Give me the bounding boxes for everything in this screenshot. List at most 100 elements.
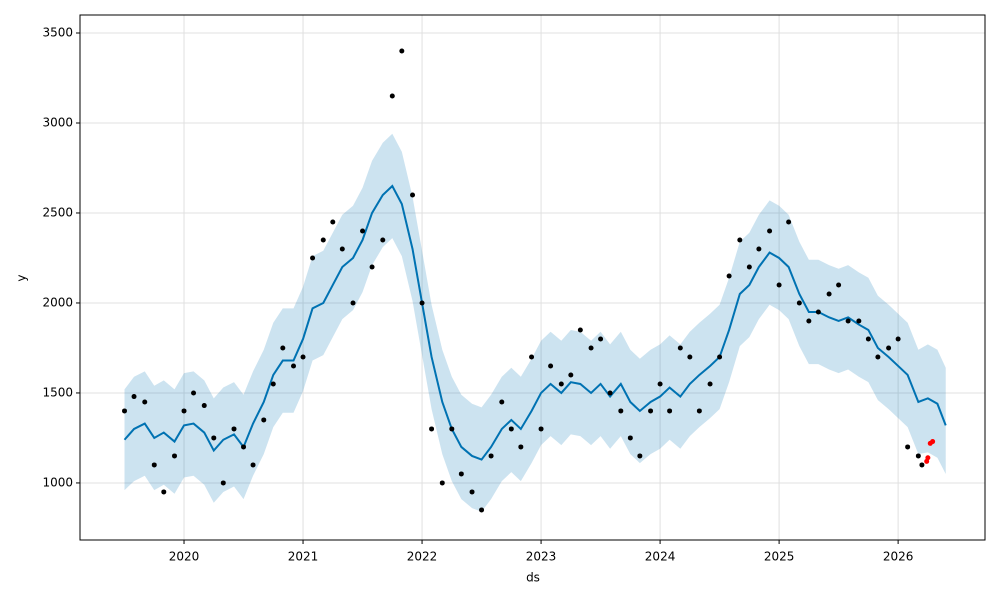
data-point [905,444,911,450]
data-point [339,246,345,252]
data-point [919,462,925,468]
data-point [131,394,137,400]
x-tick-label: 2026 [883,550,914,564]
data-point [856,318,862,324]
data-point [637,453,643,459]
data-point [410,192,416,198]
data-point [707,381,713,387]
x-tick-label: 2022 [407,550,438,564]
data-point [291,363,297,369]
data-point [618,408,624,414]
y-axis-label: y [15,274,29,281]
data-point [895,336,901,342]
data-point [558,381,564,387]
data-point [171,453,177,459]
data-point [598,336,604,342]
data-point [191,390,197,396]
data-point [360,228,366,234]
data-point [122,408,128,414]
uncertainty-band [124,133,946,512]
data-point [826,291,832,297]
data-point [429,426,435,432]
data-point [419,300,425,306]
data-point [548,363,554,369]
data-point [439,480,445,486]
data-point [657,381,663,387]
forecast-line [123,184,947,461]
data-point [568,372,574,378]
data-point [499,399,505,405]
data-point [845,318,851,324]
data-point [369,264,375,270]
data-point [925,455,931,461]
x-tick-label: 2024 [645,550,676,564]
data-point [806,318,812,324]
data-point [161,489,167,495]
data-point [865,336,871,342]
data-point [508,426,514,432]
data-point [930,439,936,445]
data-point [151,462,157,468]
data-point [261,417,267,423]
data-point [300,354,306,360]
data-point [488,453,494,459]
data-point [399,48,405,54]
y-tick-label: 3000 [42,115,73,129]
data-point [875,354,881,360]
data-point [588,345,594,351]
x-axis-label: ds [526,571,540,585]
data-point [786,219,792,225]
y-tick-label: 1000 [42,475,73,489]
data-point [886,345,892,351]
data-point [796,300,802,306]
data-point [815,309,821,315]
x-tick-label: 2025 [764,550,795,564]
data-point [627,435,633,441]
data-point [458,471,464,477]
data-point [687,354,693,360]
data-point [389,93,395,99]
data-point [746,264,752,270]
y-tick-label: 2500 [42,205,73,219]
y-tick-label: 1500 [42,385,73,399]
data-point [449,426,455,432]
data-point [836,282,842,288]
data-point [350,300,356,306]
data-point [607,390,613,396]
data-point [201,403,207,409]
data-point [231,426,237,432]
data-point [250,462,256,468]
data-point [211,435,217,441]
data-point [667,408,673,414]
x-tick-label: 2023 [526,550,557,564]
data-point [717,354,723,360]
data-point [181,408,187,414]
data-point [220,480,226,486]
data-point [529,354,535,360]
plot-frame [79,14,986,541]
data-point [320,237,326,243]
data-point [469,489,475,495]
data-point [142,399,148,405]
x-tick-label: 2020 [169,550,200,564]
data-point [270,381,276,387]
data-point [479,507,485,513]
data-point [726,273,732,279]
data-point [518,444,524,450]
y-tick-label: 2000 [42,295,73,309]
y-tick-label: 3500 [42,25,73,39]
data-point [915,453,921,459]
data-point [330,219,336,225]
data-point [241,444,247,450]
data-point [756,246,762,252]
x-tick-label: 2021 [288,550,319,564]
data-point [310,255,316,261]
data-point [776,282,782,288]
data-point [280,345,286,351]
data-point [737,237,743,243]
data-point [380,237,386,243]
data-point [677,345,683,351]
data-point [648,408,654,414]
data-point [577,327,583,333]
